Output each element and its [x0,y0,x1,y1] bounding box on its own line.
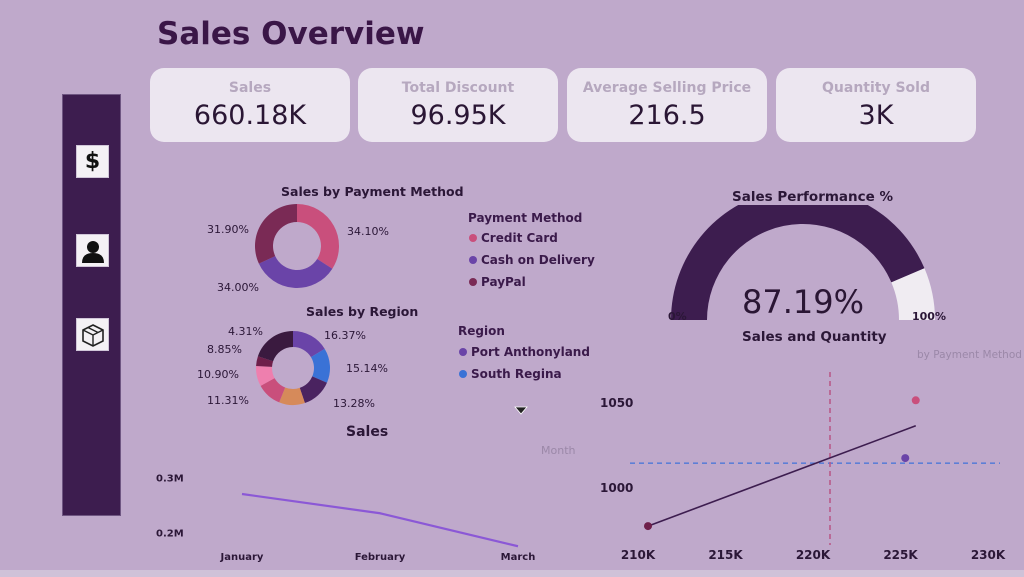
kpi-label: Total Discount [401,80,515,96]
legend-title-region: Region [458,324,505,338]
legend-label: South Regina [471,367,562,381]
data-label: 15.14% [346,362,388,375]
package-icon [81,323,104,347]
x-tick-label: January [220,552,264,563]
legend-title-payment: Payment Method [468,211,583,225]
gauge-remainder [891,268,935,320]
scatter-subtitle: by Payment Method [917,349,1022,361]
gauge-max-label: 100% [912,310,946,323]
legend-dot [469,278,477,286]
legend-item-south-regina[interactable]: South Regina [459,367,562,381]
donut-slice[interactable] [255,204,297,264]
y-tick-label: 0.3M [156,474,184,485]
kpi-card-quantity-sold: Quantity Sold 3K [776,68,976,142]
legend-label: PayPal [481,275,526,289]
donut-slice[interactable] [260,378,286,403]
line-chart-sales: 0.3M 0.2M January February March [156,474,536,564]
donut-slice[interactable] [279,387,305,405]
donut-slice[interactable] [297,204,339,269]
gauge-fill [671,205,925,320]
data-label: 10.90% [197,368,239,381]
donut-slice[interactable] [293,331,325,358]
legend-dot [459,370,467,378]
kpi-card-total-discount: Total Discount 96.95K [358,68,558,142]
chart-title-sales: Sales [346,424,389,440]
legend-label-month: Month [541,444,576,457]
data-label: 4.31% [228,325,263,338]
donut-slice[interactable] [256,356,274,367]
nav-button-products[interactable] [76,318,109,351]
kpi-card-average-selling-price: Average Selling Price 216.5 [567,68,767,142]
bottom-strip [0,570,1024,577]
y-tick-label: 0.2M [156,529,184,540]
donut-slice[interactable] [299,376,327,404]
legend-dot [469,234,477,242]
kpi-card-sales: Sales 660.18K [150,68,350,142]
nav-button-customers[interactable] [76,234,109,267]
x-tick-label: March [501,552,536,563]
x-tick-label: 210K [621,548,656,562]
nav-button-sales[interactable]: $ [76,145,109,178]
kpi-value: 96.95K [410,100,506,131]
gauge-sales-performance: 87.19% 0% 100% [668,205,946,323]
data-label: 13.28% [333,397,375,410]
legend-label: Credit Card [481,231,558,245]
donut-slice[interactable] [258,256,333,288]
dollar-icon: $ [84,149,101,174]
x-tick-label: 225K [883,548,918,562]
kpi-value: 216.5 [628,100,706,131]
kpi-value: 660.18K [193,100,307,131]
legend-item-port-anthonyland[interactable]: Port Anthonyland [459,345,590,359]
x-tick-label: February [355,552,406,563]
donut-slice[interactable] [257,331,293,362]
legend-scroll-down-icon[interactable] [514,406,528,416]
scatter-point[interactable] [911,396,920,405]
person-icon [81,240,104,263]
chart-title-scatter: Sales and Quantity [742,329,887,345]
scatter-point[interactable] [901,454,910,463]
y-tick-label: 1000 [600,481,633,495]
donut-slice[interactable] [256,366,275,386]
gauge-min-label: 0% [668,310,687,323]
donut-slice[interactable] [310,348,330,383]
data-label: 8.85% [207,343,242,356]
legend-label: Port Anthonyland [471,345,590,359]
kpi-value: 3K [858,100,894,131]
kpi-label: Average Selling Price [582,80,752,96]
data-label: 16.37% [324,329,366,342]
legend-item-credit-card[interactable]: Credit Card [469,231,558,245]
gauge-value: 87.19% [742,283,864,321]
scatter-chart-sales-quantity: 1050 1000 210K 215K 220K 225K 230K [600,372,1006,562]
kpi-label: Quantity Sold [822,80,930,96]
legend-dot [459,348,467,356]
data-label: 34.10% [347,225,389,238]
legend-dot [469,256,477,264]
trend-line [647,425,917,527]
data-label: 31.90% [207,223,249,236]
legend-item-cash-on-delivery[interactable]: Cash on Delivery [469,253,595,267]
y-tick-label: 1050 [600,396,633,410]
chart-title-payment: Sales by Payment Method [281,184,464,199]
sales-line [241,492,519,548]
data-label: 34.00% [217,281,259,294]
scatter-point[interactable] [644,522,652,531]
x-tick-label: 230K [971,548,1006,562]
legend-item-paypal[interactable]: PayPal [469,275,526,289]
kpi-label: Sales [228,80,272,96]
chart-title-region: Sales by Region [306,304,419,319]
data-label: 11.31% [207,394,249,407]
x-tick-label: 220K [796,548,831,562]
donut-region: 16.37% 15.14% 13.28% 11.31% 10.90% 8.85%… [197,325,388,410]
x-tick-label: 215K [708,548,743,562]
chart-title-gauge: Sales Performance % [732,189,894,205]
donut-payment-method: 34.10% 34.00% 31.90% [207,204,389,294]
sidebar: $ [62,94,121,516]
page-title: Sales Overview [157,16,425,52]
legend-label: Cash on Delivery [481,253,595,267]
